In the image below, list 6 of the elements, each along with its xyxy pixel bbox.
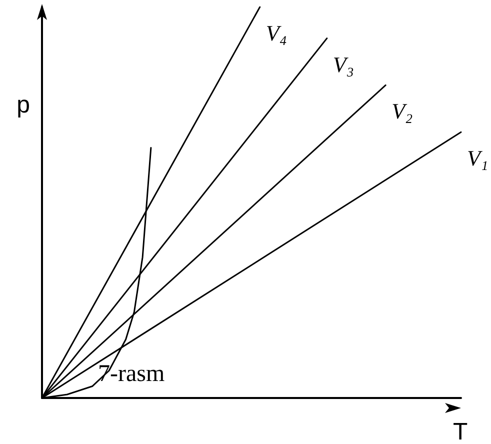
series-label: V₄	[266, 20, 287, 46]
y-axis-title: p	[16, 92, 30, 118]
x-axis-title: T	[453, 418, 468, 444]
series-label: V₃	[332, 52, 354, 77]
series-label: V₂	[392, 98, 414, 124]
series-label: V₁	[467, 146, 488, 171]
